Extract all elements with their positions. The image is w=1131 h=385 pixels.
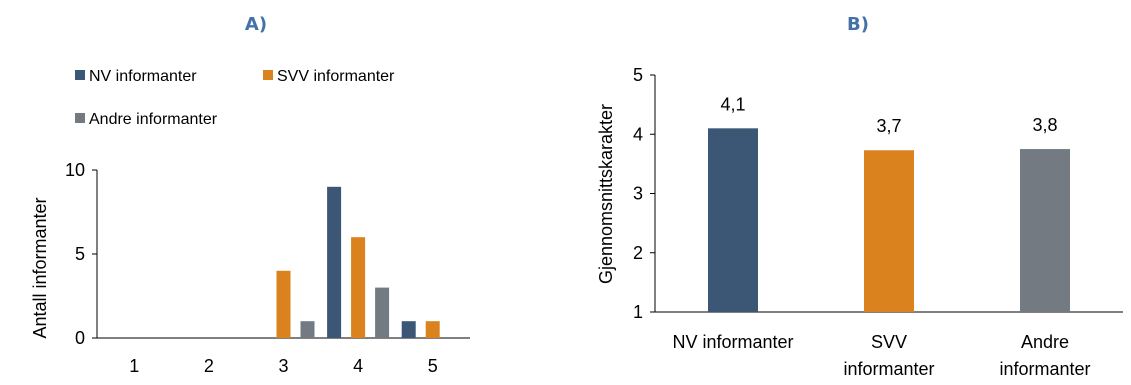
chart-a-bar [425, 321, 440, 338]
chart-a-legend-swatch [75, 113, 85, 123]
chart-b-value-label: 3,8 [1032, 115, 1057, 135]
chart-a-x-tick-label: 2 [204, 356, 214, 376]
chart-a-y-axis-title: Antall informanter [30, 197, 50, 338]
chart-a-x-tick-label: 5 [428, 356, 438, 376]
chart-b-bar [1020, 149, 1070, 312]
chart-a-legend: NV informanter SVV informanter Andre infor… [75, 68, 395, 128]
chart-a-legend-label: SVV informanter [277, 68, 395, 85]
chart-a-bar [276, 270, 291, 338]
chart-a-y-tick-label: 10 [65, 160, 85, 180]
chart-a-x-tick-label: 4 [353, 356, 363, 376]
chart-a-axes: 0 5 10 1 2 3 4 5 [65, 160, 470, 376]
chart-b-x-tick-label: informanter [843, 359, 934, 379]
chart-a-bars [276, 186, 440, 338]
chart-b-bars: 4,1 3,7 3,8 [708, 94, 1070, 312]
chart-b-y-tick-label: 5 [633, 65, 643, 85]
chart-a-legend-swatch [75, 70, 85, 80]
chart-b-x-tick-label: NV informanter [672, 332, 793, 352]
chart-a: A) NV informanter SVV informanter Andre in… [30, 14, 470, 376]
chart-b-x-tick-label: SVV [871, 332, 907, 352]
chart-b-axes: 1 2 3 4 5 NV informanter SVV informanter Andre in… [633, 65, 1123, 379]
chart-b-y-axis-title: Gjennomsnittskarakter [596, 104, 616, 284]
chart-b-bar [864, 150, 914, 312]
chart-b-y-tick-label: 1 [633, 302, 643, 322]
chart-a-bar [327, 186, 342, 338]
chart-a-y-tick-label: 0 [75, 328, 85, 348]
chart-a-bar [300, 321, 315, 338]
chart-a-y-tick-label: 5 [75, 244, 85, 264]
chart-b-y-tick-label: 2 [633, 243, 643, 263]
chart-a-title: A) [245, 14, 267, 35]
chart-b-bar [708, 128, 758, 312]
chart-b-title: B) [847, 14, 869, 35]
chart-a-legend-label: NV informanter [89, 68, 197, 85]
chart-a-legend-label: Andre informanter [89, 111, 218, 128]
chart-b: B) 1 2 3 4 5 NV informanter SVV informanter Andr… [596, 14, 1123, 379]
chart-a-legend-swatch [263, 70, 273, 80]
chart-a-bar [401, 321, 416, 338]
chart-a-x-tick-label: 3 [278, 356, 288, 376]
chart-b-value-label: 4,1 [720, 94, 745, 114]
chart-a-bar [375, 287, 390, 338]
chart-b-x-tick-label: informanter [999, 359, 1090, 379]
chart-a-bar [351, 237, 366, 338]
chart-b-x-tick-label: Andre [1021, 332, 1069, 352]
chart-b-y-tick-label: 4 [633, 124, 643, 144]
chart-b-y-tick-label: 3 [633, 184, 643, 204]
chart-b-value-label: 3,7 [876, 116, 901, 136]
chart-a-x-tick-label: 1 [129, 356, 139, 376]
